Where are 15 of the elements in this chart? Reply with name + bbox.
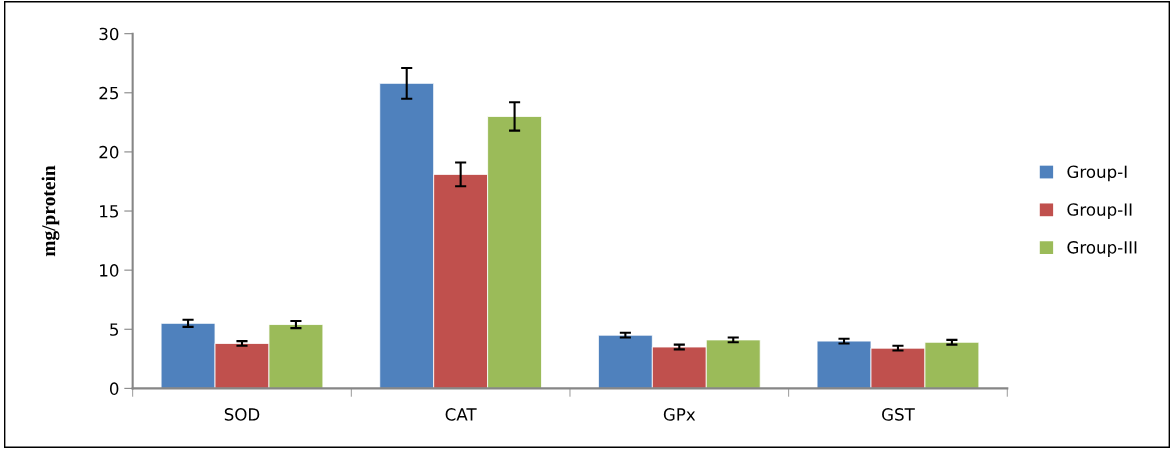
y-tick-label: 25 — [99, 86, 119, 100]
y-tick-label: 5 — [110, 323, 119, 336]
y-tick-label: 10 — [100, 264, 119, 277]
legend-label: Group-II — [1067, 203, 1132, 220]
legend-label: Group-III — [1067, 241, 1137, 257]
x-tick-label: CAT — [445, 408, 477, 421]
x-tick-label: GST — [882, 408, 915, 421]
y-tick-label: 20 — [99, 145, 119, 159]
y-axis-title: mg/protein — [41, 165, 60, 257]
x-tick-label: GPx — [663, 408, 696, 421]
y-tick-label: 15 — [100, 205, 119, 218]
x-tick-label: SOD — [224, 408, 260, 421]
y-tick-label: 0 — [109, 382, 119, 395]
y-tick-label: 30 — [99, 27, 119, 41]
legend-label: Group-I — [1067, 165, 1127, 182]
